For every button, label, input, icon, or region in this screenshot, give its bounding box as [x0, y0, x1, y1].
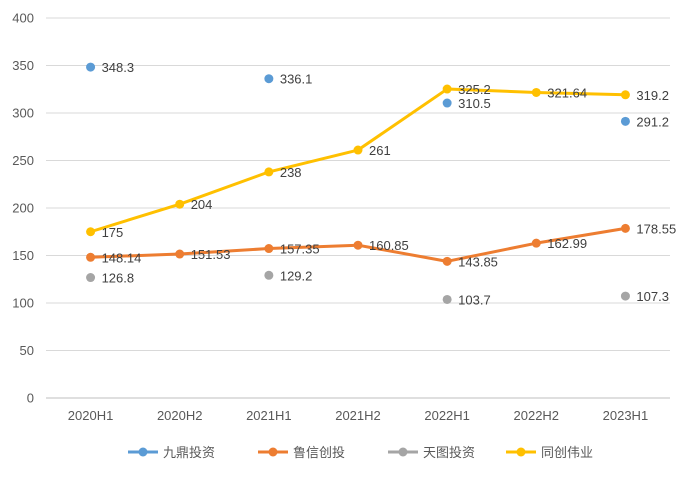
data-point — [620, 291, 630, 301]
data-label: 175 — [102, 225, 124, 240]
data-point — [175, 249, 185, 259]
y-tick-label: 300 — [12, 106, 34, 121]
data-label: 336.1 — [280, 72, 313, 87]
y-tick-label: 100 — [12, 296, 34, 311]
data-label: 157.35 — [280, 242, 320, 257]
y-tick-label: 400 — [12, 11, 34, 26]
data-label-layer: 348.3 336.1 310.5 291.2 148.14 151.53 157.35 16… — [102, 60, 677, 307]
data-label: 238 — [280, 165, 302, 180]
data-point — [442, 84, 452, 94]
data-label: 160.85 — [369, 238, 409, 253]
data-point — [620, 223, 630, 233]
data-point — [442, 294, 452, 304]
data-label: 162.99 — [547, 236, 587, 251]
legend-marker-icon — [516, 447, 526, 457]
watermark-text: www.365jz.com — [575, 453, 686, 470]
data-point — [86, 273, 96, 283]
data-point — [442, 98, 452, 108]
data-label: 204 — [191, 197, 213, 212]
legend-label: 同创伟业 — [541, 445, 593, 460]
x-tick-label: 2023H1 — [603, 408, 649, 423]
data-label: 143.85 — [458, 254, 498, 269]
legend-label: 九鼎投资 — [163, 445, 215, 460]
grid-layer — [46, 17, 670, 351]
data-point — [264, 270, 274, 280]
data-label: 261 — [369, 143, 391, 158]
data-point — [620, 116, 630, 126]
series-layer — [86, 62, 630, 304]
data-point — [531, 87, 541, 97]
data-point — [264, 74, 274, 84]
x-tick-label: 2020H2 — [157, 408, 203, 423]
y-tick-label: 150 — [12, 248, 34, 263]
legend: 九鼎投资 鲁信创投 天图投资 同创伟业 — [128, 445, 593, 460]
legend-marker-icon — [398, 447, 408, 457]
data-point — [620, 90, 630, 100]
data-label: 325.2 — [458, 82, 491, 97]
data-point — [264, 167, 274, 177]
data-label: 348.3 — [102, 60, 135, 75]
data-label: 291.2 — [636, 114, 669, 129]
data-label: 107.3 — [636, 289, 669, 304]
legend-label: 鲁信创投 — [293, 445, 345, 460]
y-tick-label: 350 — [12, 58, 34, 73]
y-tick-label: 250 — [12, 153, 34, 168]
data-label: 103.7 — [458, 292, 491, 307]
x-tick-label: 2022H2 — [514, 408, 560, 423]
axis-layer: 0 50 100 150 200 250 300 350 400 2020H1 2020H2 2021… — [12, 11, 670, 423]
y-tick-label: 50 — [20, 343, 34, 358]
data-point — [86, 62, 96, 72]
data-point — [175, 199, 185, 209]
x-tick-label: 2021H1 — [246, 408, 292, 423]
data-label: 151.53 — [191, 247, 231, 262]
y-tick-label: 200 — [12, 201, 34, 216]
y-tick-label: 0 — [27, 391, 34, 406]
data-label: 178.55 — [636, 221, 676, 236]
data-point — [442, 256, 452, 266]
data-point — [531, 238, 541, 248]
data-label: 310.5 — [458, 96, 491, 111]
legend-marker-icon — [138, 447, 148, 457]
data-point — [86, 227, 96, 237]
x-tick-label: 2022H1 — [424, 408, 470, 423]
data-label: 321.64 — [547, 85, 587, 100]
x-tick-label: 2021H2 — [335, 408, 381, 423]
legend-marker-icon — [268, 447, 278, 457]
x-tick-label: 2020H1 — [68, 408, 114, 423]
data-point — [353, 145, 363, 155]
legend-label: 天图投资 — [423, 445, 475, 460]
data-point — [353, 240, 363, 250]
data-label: 319.2 — [636, 88, 669, 103]
data-label: 126.8 — [102, 271, 135, 286]
data-point — [86, 252, 96, 262]
data-label: 148.14 — [102, 250, 142, 265]
data-point — [264, 244, 274, 254]
data-label: 129.2 — [280, 268, 313, 283]
